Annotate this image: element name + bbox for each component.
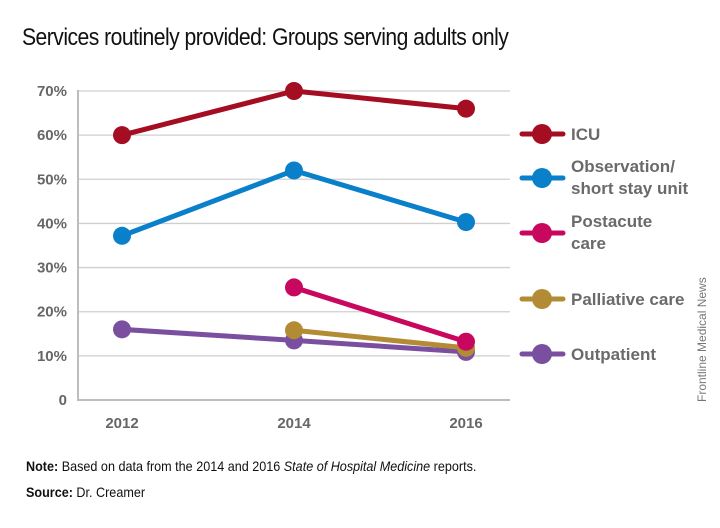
x-tick-label: 2016	[449, 415, 482, 432]
legend-label: Outpatient	[571, 345, 656, 364]
y-tick-label: 20%	[37, 304, 67, 321]
note-italic: State of Hospital Medicine	[283, 458, 431, 474]
source-label: Source:	[26, 484, 73, 500]
data-point	[285, 161, 303, 180]
y-tick-label: 0	[59, 392, 67, 409]
data-point	[285, 82, 303, 100]
chart-title: Services routinely provided: Groups serv…	[22, 24, 509, 51]
note-label: Note:	[26, 458, 59, 474]
y-tick-label: 60%	[37, 127, 67, 144]
axes: 0 10% 20% 30% 40% 50% 60% 70% 2012 2014 2016	[37, 83, 483, 432]
legend-item: Outpatient	[519, 344, 656, 364]
series-line	[291, 327, 469, 351]
series-line	[119, 167, 469, 239]
legend-marker	[532, 124, 552, 144]
data-point	[457, 332, 475, 351]
source-body: Dr. Creamer	[72, 484, 146, 500]
series-postacute-care	[285, 278, 475, 351]
legend-marker	[532, 223, 552, 243]
grid	[78, 90, 510, 401]
legend-label: care	[571, 234, 606, 253]
legend-item: ICU	[519, 124, 600, 144]
data-point	[113, 126, 131, 145]
legend-label: short stay unit	[571, 179, 688, 198]
note-text: Note: Based on data from the 2014 and 20…	[26, 458, 476, 474]
series-line	[291, 284, 469, 345]
data-point	[457, 213, 475, 232]
data-point	[113, 320, 131, 339]
series-lines	[113, 82, 475, 361]
legend-label: ICU	[571, 125, 600, 144]
data-point	[113, 226, 131, 245]
data-point	[285, 278, 303, 297]
legend-item: Palliative care	[519, 289, 684, 309]
legend-marker	[532, 289, 552, 309]
legend-label: Palliative care	[571, 290, 684, 309]
x-tick-label: 2012	[105, 415, 138, 432]
series-icu	[113, 82, 475, 145]
source-text: Source: Dr. Creamer	[26, 484, 145, 500]
y-tick-label: 40%	[37, 215, 67, 232]
y-tick-label: 30%	[37, 260, 67, 277]
y-tick-label: 70%	[37, 83, 67, 100]
credit-text: Frontline Medical News	[695, 277, 709, 402]
data-point	[285, 321, 303, 340]
legend-label: Observation/	[571, 157, 675, 176]
legend-marker	[532, 168, 552, 188]
legend-item: Postacute care	[519, 212, 652, 253]
legend-label: Postacute	[571, 212, 652, 231]
note-body-1: Based on data from the 2014 and 2016	[58, 458, 284, 474]
series-observation-short-stay-unit	[113, 161, 475, 245]
x-tick-label: 2014	[277, 415, 311, 432]
y-tick-label: 50%	[37, 171, 67, 188]
data-point	[457, 99, 475, 118]
legend: ICU Observation/short stay unit Postacute c…	[519, 124, 688, 364]
legend-marker	[532, 344, 552, 364]
legend-item: Observation/short stay unit	[519, 157, 688, 198]
note-body-2: reports.	[430, 458, 477, 474]
y-tick-label: 10%	[37, 348, 67, 365]
